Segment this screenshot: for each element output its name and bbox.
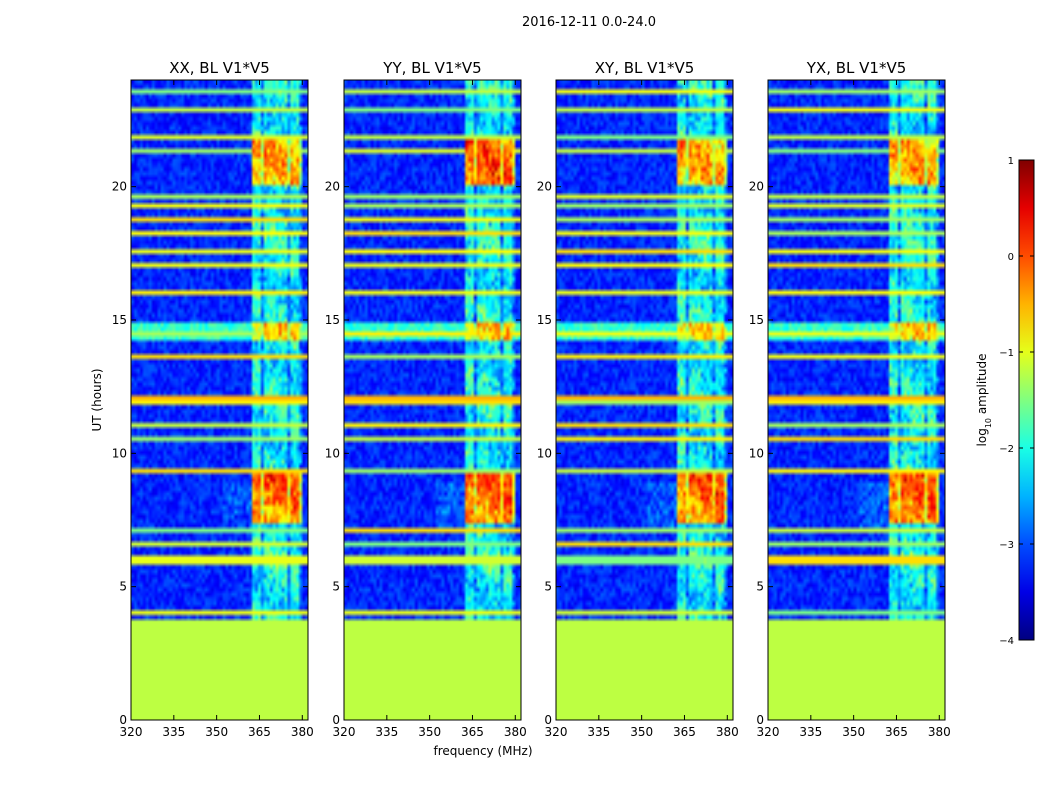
- panel-title: YX, BL V1*V5: [806, 59, 907, 77]
- y-tick-label: 5: [119, 580, 127, 594]
- x-tick-label: 320: [757, 725, 780, 739]
- panel-title: XY, BL V1*V5: [595, 59, 695, 77]
- panel-title: YY, BL V1*V5: [382, 59, 481, 77]
- y-tick-label: 10: [537, 446, 552, 460]
- y-tick-label: 5: [332, 580, 340, 594]
- x-tick-label: 320: [545, 725, 568, 739]
- heatmap-image: [768, 80, 945, 720]
- heatmap-image: [344, 80, 521, 720]
- y-tick-label: 15: [537, 313, 552, 327]
- figure-title: 2016-12-11 0.0-24.0: [522, 15, 656, 30]
- colorbar-tick-label: −1: [999, 348, 1014, 359]
- y-tick-label: 0: [332, 713, 340, 727]
- y-tick-label: 20: [325, 180, 340, 194]
- x-tick-label: 350: [418, 725, 441, 739]
- heatmap-image: [556, 80, 733, 720]
- y-tick-label: 10: [325, 446, 340, 460]
- colorbar-tick-label: 0: [1008, 252, 1014, 263]
- x-tick-label: 380: [716, 725, 739, 739]
- y-tick-label: 0: [756, 713, 764, 727]
- x-tick-label: 380: [291, 725, 314, 739]
- x-tick-label: 365: [885, 725, 908, 739]
- y-axis-label: UT (hours): [90, 368, 104, 431]
- y-tick-label: 20: [112, 180, 127, 194]
- x-tick-label: 350: [205, 725, 228, 739]
- y-tick-label: 15: [749, 313, 764, 327]
- x-tick-label: 380: [504, 725, 527, 739]
- x-tick-label: 335: [375, 725, 398, 739]
- colorbar-tick-label: −3: [999, 540, 1014, 551]
- y-tick-label: 15: [112, 313, 127, 327]
- colorbar-tick-label: −4: [999, 636, 1014, 647]
- x-tick-label: 335: [799, 725, 822, 739]
- x-tick-label: 365: [673, 725, 696, 739]
- colorbar-gradient: [1018, 159, 1035, 641]
- y-tick-label: 20: [537, 180, 552, 194]
- plot-frame: [555, 79, 734, 721]
- y-tick-label: 10: [749, 446, 764, 460]
- heatmap-image: [131, 80, 308, 720]
- colorbar-tick-label: −2: [999, 444, 1014, 455]
- x-tick-label: 335: [587, 725, 610, 739]
- y-tick-label: 20: [749, 180, 764, 194]
- panel-xy: XY, BL V1*V5 320 335 350 365 380 0 5 10 15 20: [537, 59, 739, 739]
- panel-yy: YY, BL V1*V5 320 335 350 365 380 0 5 10 15 20: [325, 59, 527, 739]
- y-tick-label: 0: [544, 713, 552, 727]
- x-tick-label: 365: [461, 725, 484, 739]
- colorbar-label: log10 amplitude: [975, 354, 993, 447]
- x-tick-label: 380: [928, 725, 951, 739]
- x-tick-label: 320: [333, 725, 356, 739]
- plot-frame: [343, 79, 522, 721]
- x-tick-label: 350: [842, 725, 865, 739]
- y-tick-label: 5: [756, 580, 764, 594]
- y-tick-label: 5: [544, 580, 552, 594]
- panel-title: XX, BL V1*V5: [169, 59, 270, 77]
- x-tick-label: 320: [120, 725, 143, 739]
- x-tick-label: 350: [630, 725, 653, 739]
- panel-xx: XX, BL V1*V5 320 335 350 365 380 0 5 10 15 20: [112, 59, 314, 739]
- plot-frame: [130, 79, 309, 721]
- x-tick-label: 335: [162, 725, 185, 739]
- panel-yx: YX, BL V1*V5 320 335 350 365 380 0 5 10 15 20: [749, 59, 951, 739]
- x-tick-label: 365: [248, 725, 271, 739]
- plot-frame: [767, 79, 946, 721]
- colorbar: 1 0 −1 −2 −3 −4 log10 amplitude: [975, 156, 1035, 647]
- x-axis-label: frequency (MHz): [433, 744, 532, 758]
- y-tick-label: 15: [325, 313, 340, 327]
- colorbar-tick-label: 1: [1008, 156, 1014, 167]
- y-tick-label: 10: [112, 446, 127, 460]
- y-tick-label: 0: [119, 713, 127, 727]
